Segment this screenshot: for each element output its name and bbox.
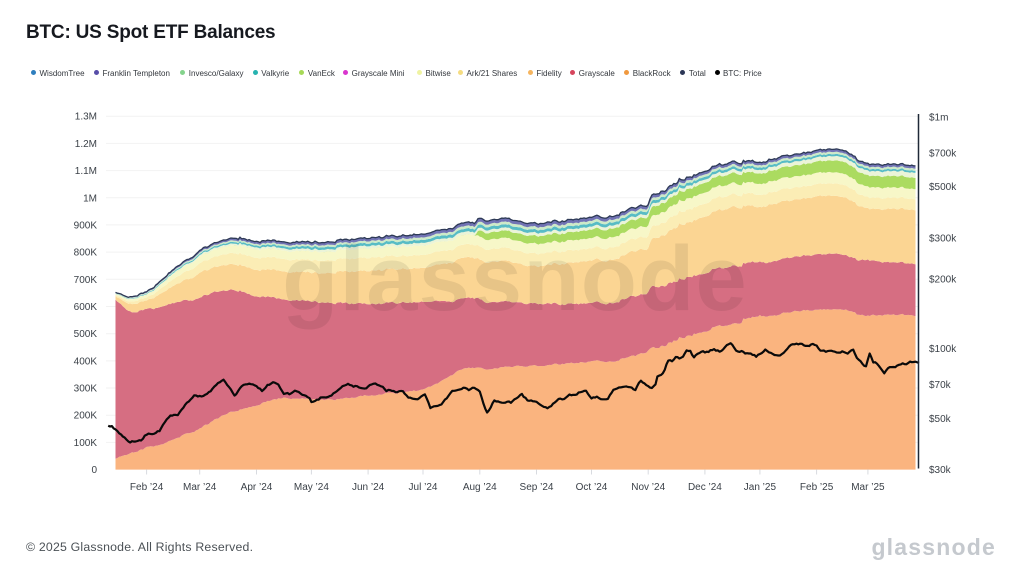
svg-text:0: 0 — [91, 465, 97, 476]
svg-text:Dec ’24: Dec ’24 — [688, 482, 722, 493]
svg-text:$50k: $50k — [929, 414, 952, 425]
svg-text:900K: 900K — [74, 220, 98, 231]
svg-text:$700k: $700k — [929, 148, 957, 159]
svg-text:Feb ’24: Feb ’24 — [130, 482, 164, 493]
svg-text:200K: 200K — [74, 411, 98, 422]
svg-text:Jan ’25: Jan ’25 — [744, 482, 777, 493]
svg-text:700K: 700K — [74, 275, 98, 286]
svg-text:May ’24: May ’24 — [294, 482, 329, 493]
svg-text:$200k: $200k — [929, 274, 957, 285]
svg-text:1.3M: 1.3M — [75, 112, 97, 123]
svg-text:$70k: $70k — [929, 380, 952, 391]
svg-text:1.2M: 1.2M — [75, 139, 97, 150]
svg-text:Jul ’24: Jul ’24 — [409, 482, 438, 493]
svg-text:Aug ’24: Aug ’24 — [463, 482, 497, 493]
svg-text:400K: 400K — [74, 356, 98, 367]
svg-text:Jun ’24: Jun ’24 — [352, 482, 385, 493]
svg-text:600K: 600K — [74, 302, 98, 313]
svg-text:$300k: $300k — [929, 234, 957, 245]
svg-text:1.1M: 1.1M — [75, 166, 97, 177]
svg-text:glassnode: glassnode — [282, 228, 748, 330]
svg-text:Nov ’24: Nov ’24 — [631, 482, 665, 493]
svg-text:$100k: $100k — [929, 344, 957, 355]
svg-text:500K: 500K — [74, 329, 98, 340]
svg-text:Feb ’25: Feb ’25 — [800, 482, 834, 493]
svg-text:300K: 300K — [74, 384, 98, 395]
svg-text:$30k: $30k — [929, 465, 952, 476]
svg-text:800K: 800K — [74, 248, 98, 259]
svg-text:$500k: $500k — [929, 182, 957, 193]
svg-text:$1m: $1m — [929, 112, 948, 123]
svg-text:Mar ’24: Mar ’24 — [183, 482, 217, 493]
svg-text:Mar ’25: Mar ’25 — [851, 482, 885, 493]
svg-text:Oct ’24: Oct ’24 — [576, 482, 608, 493]
svg-text:100K: 100K — [74, 438, 98, 449]
svg-text:Sep ’24: Sep ’24 — [520, 482, 554, 493]
svg-text:1M: 1M — [83, 193, 97, 204]
svg-text:Apr ’24: Apr ’24 — [241, 482, 273, 493]
